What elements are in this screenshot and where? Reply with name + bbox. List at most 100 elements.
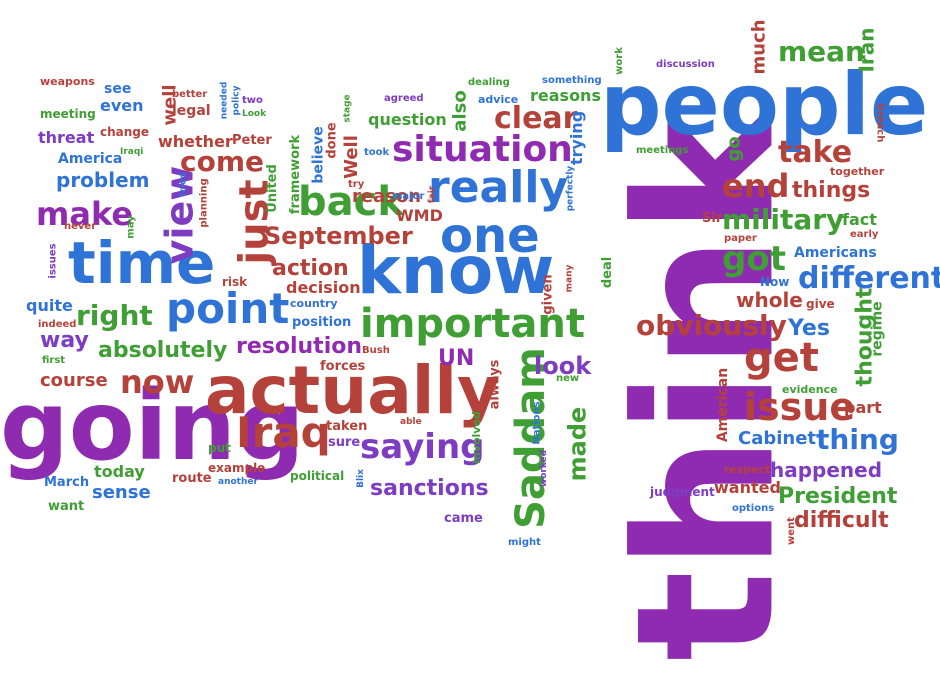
word-difficult: difficult <box>794 508 889 533</box>
word-Sir: Sir <box>702 211 723 226</box>
word-fact: fact <box>842 210 877 229</box>
word-Look: Look <box>242 109 267 119</box>
word-done: done <box>324 122 340 159</box>
word-Iran: Iran <box>854 27 879 73</box>
word-America: America <box>58 151 123 167</box>
word-one: one <box>440 208 540 264</box>
word-together: together <box>830 165 885 178</box>
word-never: never <box>64 221 97 232</box>
word-also: also <box>449 90 471 132</box>
word-tried: tried <box>178 172 189 197</box>
word-reason: reason <box>352 186 422 207</box>
word-issues: issues <box>47 243 59 279</box>
word-meetings: meetings <box>636 145 689 156</box>
word-reasons: reasons <box>530 86 601 105</box>
word-UN: UN <box>438 346 475 371</box>
word-part: part <box>844 398 882 417</box>
word-Bush: Bush <box>362 345 390 356</box>
word-believe: believe <box>310 126 327 184</box>
word-different: different <box>798 261 940 296</box>
word-sanctions: sanctions <box>370 476 489 501</box>
word-WMD: WMD <box>396 206 443 225</box>
word-March: March <box>44 475 90 490</box>
word-got: got <box>722 239 786 279</box>
word-saying: saying <box>360 427 485 467</box>
word-example: example <box>208 461 266 475</box>
word-United: United <box>264 164 280 213</box>
word-whether: whether <box>158 132 233 151</box>
word-problem: problem <box>56 168 150 192</box>
word-evidence: evidence <box>782 383 838 396</box>
word-decision: decision <box>286 278 361 297</box>
word-needed: needed <box>219 81 230 120</box>
word-people: people <box>600 55 929 155</box>
word-Cabinet: Cabinet <box>738 428 817 449</box>
word-two: two <box>242 95 263 106</box>
word-position: position <box>292 315 352 330</box>
word-change: change <box>100 125 150 139</box>
word-weapons: weapons <box>40 75 95 88</box>
word-situation: situation <box>392 129 573 170</box>
word-go: go <box>723 136 745 162</box>
word-risk: risk <box>222 275 248 289</box>
word-breach: breach <box>874 103 886 143</box>
word-paper: paper <box>724 233 757 244</box>
word-may: may <box>125 215 137 239</box>
word-many: many <box>564 264 575 293</box>
word-things: things <box>792 178 871 203</box>
word-now: now <box>120 363 195 401</box>
word-deal: deal <box>600 256 616 289</box>
word-given: given <box>540 274 556 315</box>
word-Americans: Americans <box>794 245 877 261</box>
word-try: try <box>348 179 365 190</box>
word-framework: framework <box>288 134 304 215</box>
word-first: first <box>42 355 66 366</box>
word-wanted: wanted <box>714 478 781 497</box>
word-put: put <box>208 441 231 455</box>
word-major: major <box>392 191 425 202</box>
word-trying: trying <box>567 110 587 166</box>
word-Iraqi: Iraqi <box>120 147 144 157</box>
word-involved: involved <box>469 411 483 464</box>
word-sure: sure <box>328 435 361 450</box>
word-President: President <box>778 484 898 509</box>
word-look: look <box>534 352 592 380</box>
word-today: today <box>94 462 145 481</box>
word-forces: forces <box>320 359 366 374</box>
word-give: give <box>806 297 835 311</box>
word-action: action <box>272 256 349 281</box>
word-worked: worked <box>539 449 550 488</box>
word-quite: quite <box>26 296 73 315</box>
word-know: know <box>357 232 555 309</box>
word-way: way <box>40 328 89 353</box>
word-taken: taken <box>326 419 368 434</box>
word-Now: Now <box>760 275 790 289</box>
word-happened: happened <box>770 458 883 482</box>
word-obviously: obviously <box>636 309 787 342</box>
word-agreed: agreed <box>384 93 424 104</box>
word-another: another <box>218 477 258 487</box>
word-respect: respect <box>724 463 771 476</box>
word-country: country <box>290 297 338 310</box>
word-threat: threat <box>38 128 95 147</box>
word-might: might <box>508 537 541 548</box>
word-come: come <box>180 145 264 178</box>
word-course: course <box>40 370 108 391</box>
word-options: options <box>732 503 775 514</box>
word-make: make <box>36 195 134 233</box>
word-whole: whole <box>736 288 803 312</box>
word-September: September <box>264 222 413 250</box>
word-thing: thing <box>816 423 899 456</box>
word-political: political <box>290 469 345 483</box>
word-took: took <box>364 147 390 158</box>
word-advice: advice <box>478 93 519 106</box>
word-new: new <box>556 373 580 384</box>
word-Blix: Blix <box>355 469 366 488</box>
word-Nations: Nations <box>531 401 543 445</box>
word-resolution: resolution <box>236 334 363 359</box>
word-going: going <box>0 370 305 482</box>
word-work: work <box>613 47 625 75</box>
word-Well: Well <box>340 135 362 179</box>
word-really: really <box>428 162 569 213</box>
word-question: question <box>368 110 447 129</box>
